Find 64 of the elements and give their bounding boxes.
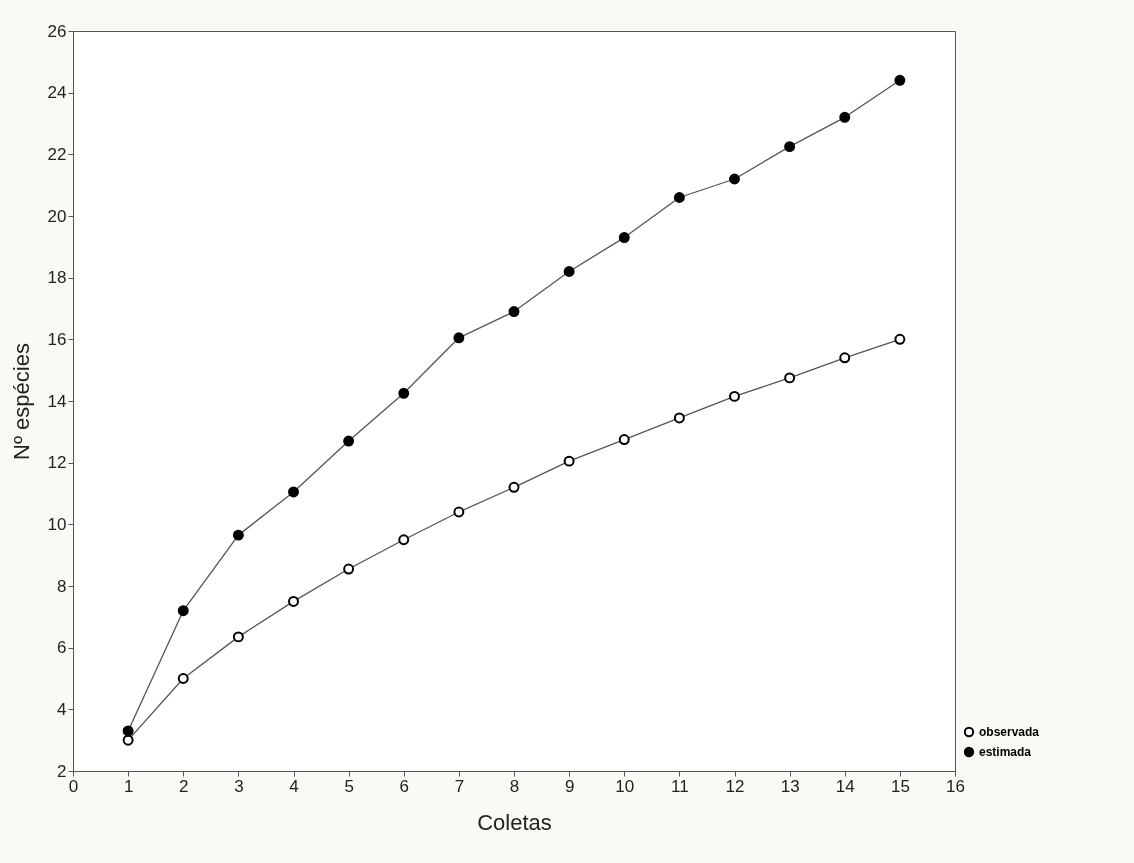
point	[343, 435, 355, 447]
x-tick-label: 14	[835, 776, 855, 796]
y-tick-label: 8	[57, 576, 67, 596]
point	[453, 506, 465, 518]
y-tick-label: 26	[47, 21, 67, 41]
point	[508, 306, 520, 318]
point	[729, 390, 740, 402]
y-tick-label: 22	[47, 144, 67, 164]
point	[288, 595, 299, 607]
y-tick-label: 18	[47, 268, 67, 288]
point	[508, 481, 520, 493]
y-axis-title: Nº espécies	[8, 343, 34, 460]
point	[673, 192, 685, 203]
point	[563, 266, 575, 277]
y-tick-label: 16	[47, 329, 67, 349]
legend-label: estimada	[979, 745, 1032, 759]
point	[839, 352, 851, 364]
x-tick-label: 3	[234, 776, 244, 796]
point	[673, 412, 685, 424]
point	[398, 534, 410, 546]
x-tick-label: 6	[399, 776, 409, 796]
point	[453, 332, 465, 344]
legend-label: observada	[979, 725, 1040, 739]
y-tick-label: 10	[47, 514, 67, 534]
x-tick-label: 12	[725, 776, 745, 796]
x-tick-label: 0	[68, 776, 79, 796]
x-tick-label: 7	[454, 776, 465, 796]
point	[288, 486, 299, 498]
x-tick-label: 9	[564, 776, 575, 796]
x-tick-label: 10	[615, 776, 635, 796]
x-tick-label: 16	[946, 776, 965, 796]
point	[729, 173, 740, 185]
x-tick-label: 1	[123, 776, 134, 796]
point	[232, 529, 244, 541]
point	[563, 455, 575, 467]
y-tick-label: 4	[57, 699, 67, 719]
x-tick-label: 15	[890, 776, 910, 796]
point	[343, 563, 355, 575]
point	[177, 673, 189, 684]
x-tick-label: 13	[780, 776, 800, 796]
point	[618, 434, 630, 445]
point	[398, 387, 410, 399]
y-tick-label: 2	[57, 761, 67, 781]
y-tick-label: 12	[47, 453, 67, 473]
x-axis-title: Coletas	[477, 809, 552, 835]
point	[784, 372, 796, 384]
x-tick-label: 2	[179, 776, 189, 796]
point	[618, 232, 630, 244]
y-tick-label: 20	[47, 206, 67, 226]
point	[894, 333, 906, 345]
x-tick-label: 8	[509, 776, 520, 796]
point	[784, 141, 796, 153]
point	[122, 734, 134, 746]
x-tick-label: 4	[289, 776, 299, 796]
x-tick-label: 5	[344, 776, 354, 796]
x-tick-label: 11	[671, 776, 689, 796]
point	[177, 605, 189, 617]
point	[232, 631, 244, 643]
y-tick-label: 6	[57, 638, 67, 658]
y-tick-label: 14	[47, 391, 67, 411]
point	[122, 725, 134, 737]
point	[894, 74, 906, 86]
y-tick-label: 24	[47, 83, 67, 103]
point	[839, 111, 851, 123]
